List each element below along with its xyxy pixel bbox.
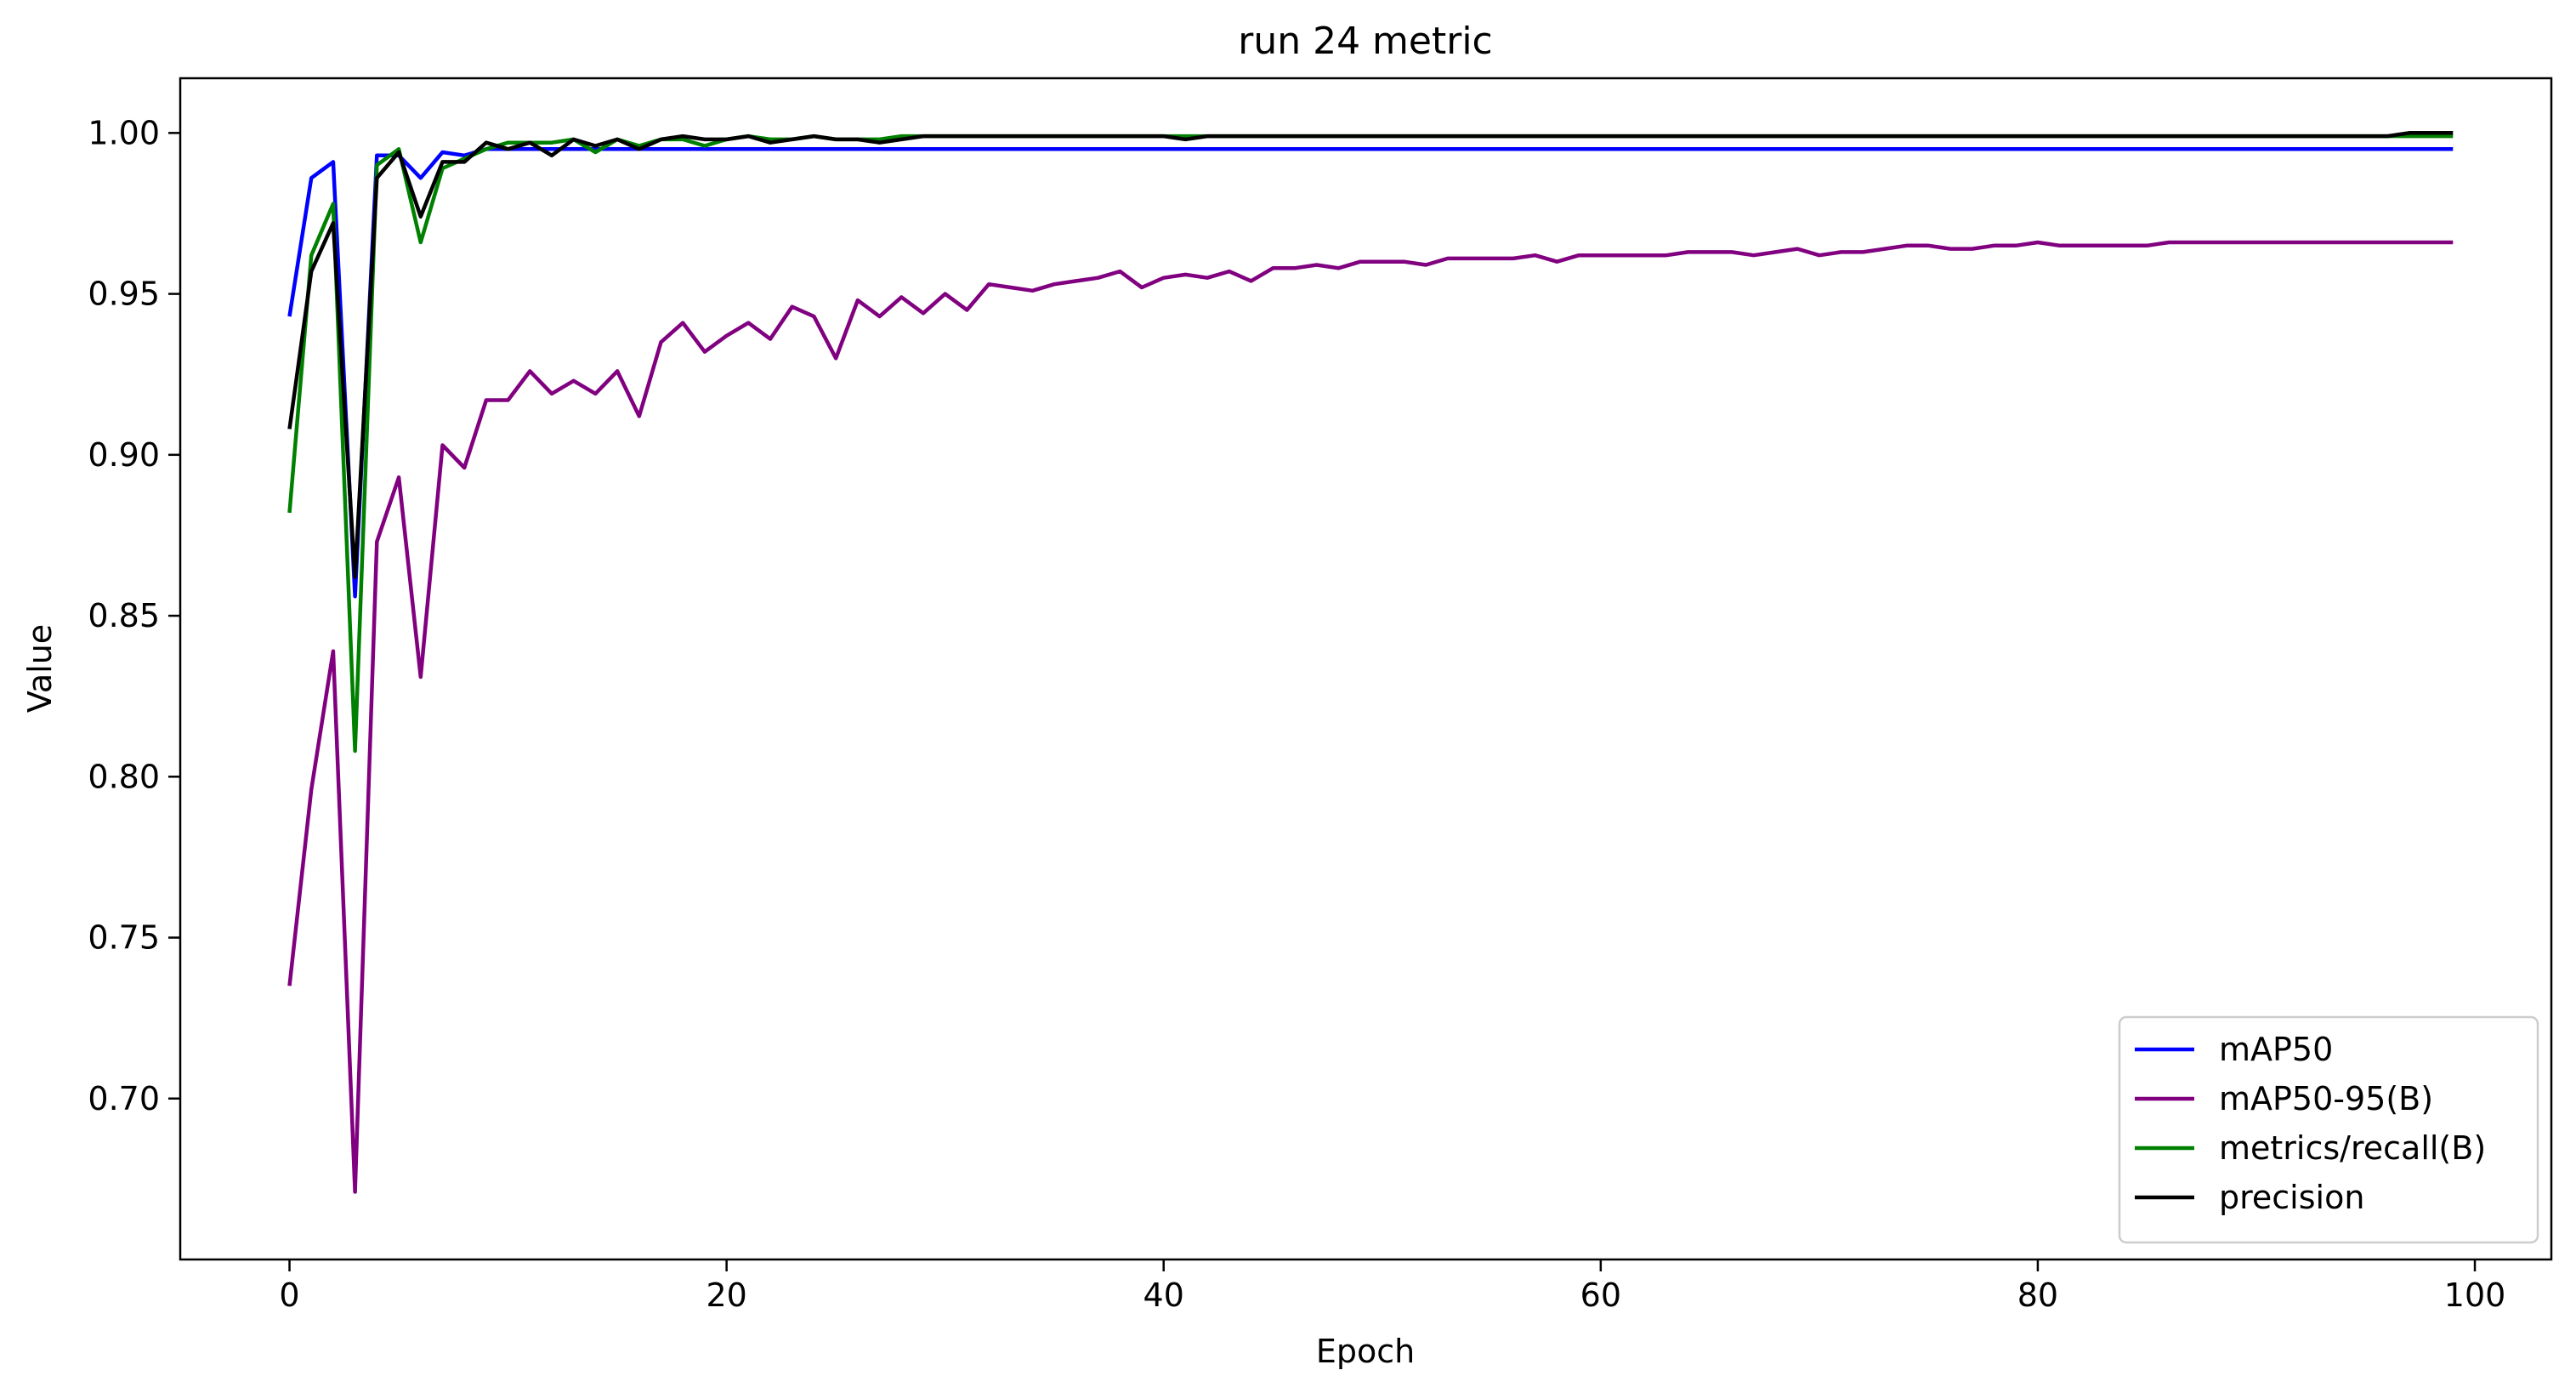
plot-frame xyxy=(179,77,2553,1261)
x-tick-label: 40 xyxy=(1143,1276,1184,1314)
x-axis-ticks: 0 20 40 60 80 100 xyxy=(279,1259,2505,1314)
legend: mAP50 mAP50-95(B) metrics/recall(B) precisi… xyxy=(2118,1015,2539,1244)
y-axis-label: Value xyxy=(21,624,59,713)
x-tick-label: 20 xyxy=(706,1276,746,1314)
y-axis-ticks: 0.70 0.75 0.80 0.85 0.90 0.95 1.00 xyxy=(88,114,180,1117)
x-axis-label: Epoch xyxy=(1316,1333,1415,1370)
y-tick-label: 0.90 xyxy=(88,436,160,474)
x-tick-label: 100 xyxy=(2444,1276,2506,1314)
legend-entry-label: metrics/recall(B) xyxy=(2219,1129,2486,1167)
y-tick-label: 0.85 xyxy=(88,597,160,634)
y-tick-label: 1.00 xyxy=(88,114,160,151)
series-line-3 xyxy=(287,131,2454,579)
legend-entry-label: mAP50 xyxy=(2219,1031,2333,1068)
x-tick-label: 60 xyxy=(1580,1276,1621,1314)
x-tick-label: 0 xyxy=(279,1276,299,1314)
y-tick-label: 0.80 xyxy=(88,758,160,795)
legend-box xyxy=(2118,1015,2539,1244)
y-tick-label: 0.75 xyxy=(88,919,160,957)
legend-entry-label: mAP50-95(B) xyxy=(2219,1080,2433,1117)
y-tick-label: 0.70 xyxy=(88,1080,160,1117)
y-tick-label: 0.95 xyxy=(88,276,160,313)
legend-entry-label: precision xyxy=(2219,1179,2364,1216)
series-line-1 xyxy=(287,240,2454,1194)
plot-lines xyxy=(287,131,2454,1194)
chart-title: run 24 metric xyxy=(1238,20,1493,63)
series-line-0 xyxy=(287,147,2454,599)
x-tick-label: 80 xyxy=(2017,1276,2058,1314)
